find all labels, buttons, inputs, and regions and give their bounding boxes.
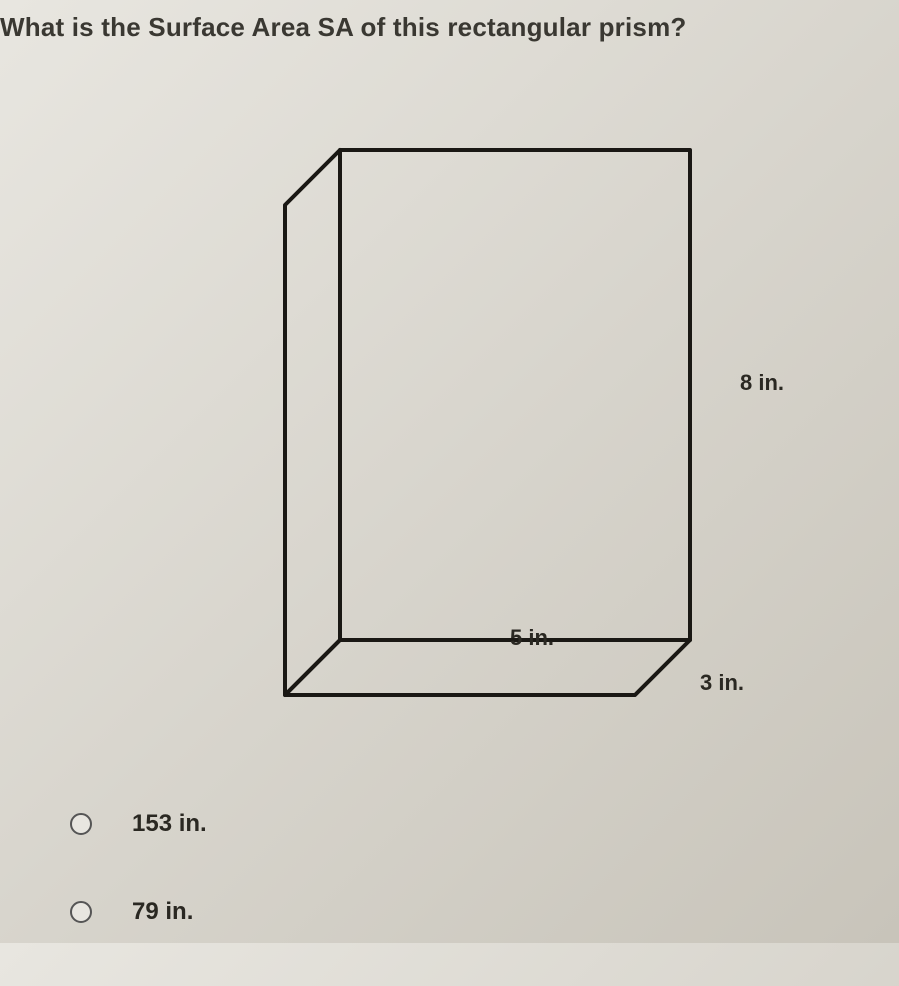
option-153[interactable]: 153 in.	[70, 810, 207, 838]
prism-diagram	[280, 90, 760, 690]
radio-icon	[70, 813, 92, 835]
prism-svg	[280, 90, 760, 710]
question-text: What is the Surface Area SA of this rect…	[0, 12, 686, 43]
option-79[interactable]: 79 in.	[70, 898, 207, 926]
label-depth: 3 in.	[700, 670, 744, 696]
label-width: 5 in.	[510, 625, 554, 651]
answer-options: 153 in. 79 in.	[70, 810, 207, 986]
label-height: 8 in.	[740, 370, 784, 396]
option-label: 153 in.	[132, 810, 207, 838]
option-label: 79 in.	[132, 898, 193, 926]
radio-icon	[70, 901, 92, 923]
